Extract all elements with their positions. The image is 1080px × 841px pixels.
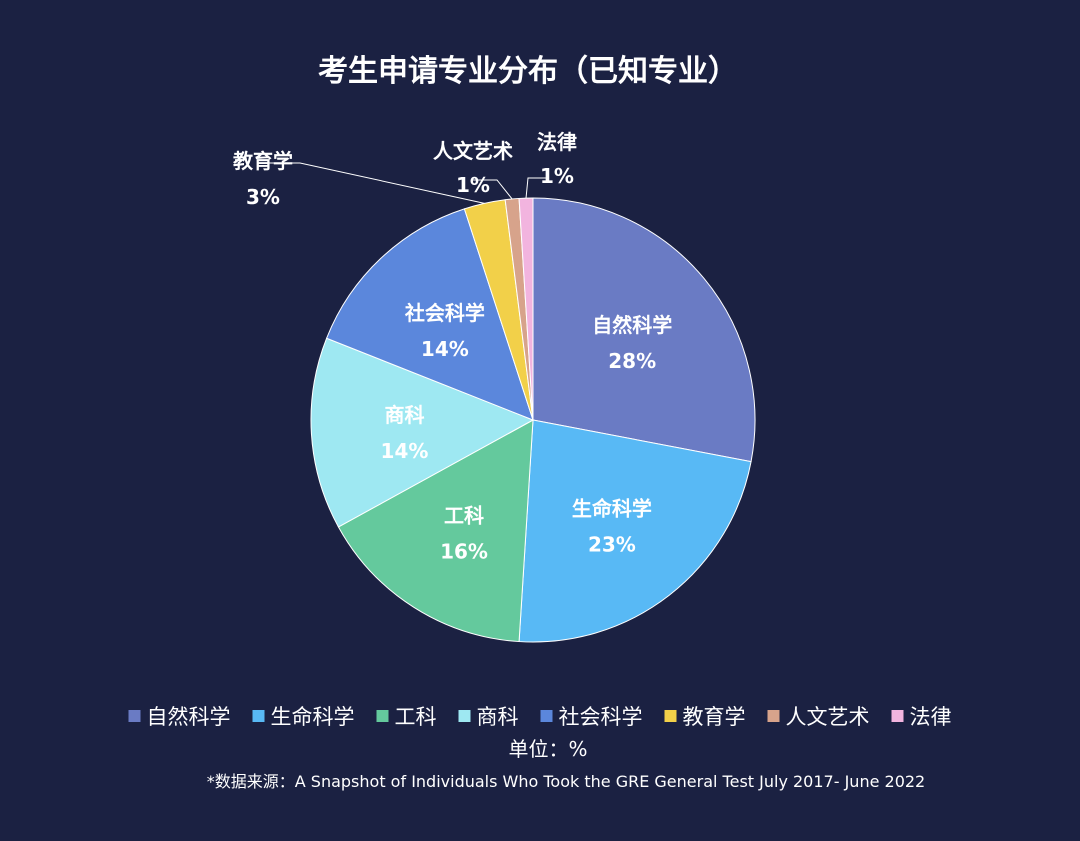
- source-note: *数据来源：A Snapshot of Individuals Who Took…: [207, 772, 925, 791]
- legend-label-7: 人文艺术: [786, 705, 870, 729]
- slice-8-value-label: 1%: [540, 164, 574, 188]
- slice-1-value-label: 28%: [608, 349, 656, 373]
- slice-4-category-label: 商科: [384, 403, 424, 427]
- slice-7-category-label: 人文艺术: [433, 139, 513, 163]
- legend-swatch-6: [664, 710, 677, 722]
- slice-2-category-label: 生命科学: [572, 497, 652, 521]
- slice-4-wedge: [310, 337, 535, 528]
- slice-1-wedge: [532, 197, 756, 463]
- legend-swatch-7: [767, 710, 780, 722]
- slice-8-category-label: 法律: [537, 130, 577, 154]
- legend-label-4: 商科: [477, 705, 519, 729]
- slice-3-value-label: 16%: [440, 540, 488, 564]
- legend-swatch-8: [891, 710, 904, 722]
- slice-2-value-label: 23%: [588, 533, 636, 557]
- legend-swatch-4: [458, 710, 471, 722]
- pie-slices: [310, 197, 756, 643]
- legend-label-2: 生命科学: [271, 705, 355, 729]
- leader-lines: [263, 162, 546, 204]
- slice-3-wedge: [337, 419, 534, 643]
- legend-label-5: 社会科学: [559, 705, 643, 729]
- slice-labels: 自然科学 28% 生命科学 23% 工科 16% 商科 14% 社会科学 14% 教育学 3% 人文艺术…: [233, 130, 672, 564]
- chart-title: 考生申请专业分布（已知专业）: [318, 54, 738, 89]
- slice-4-value-label: 14%: [381, 439, 429, 463]
- legend-label-8: 法律: [910, 705, 952, 729]
- slice-2-wedge: [518, 419, 752, 643]
- slice-7-value-label: 1%: [456, 173, 490, 197]
- legend-label-3: 工科: [395, 705, 437, 729]
- unit-label: 单位：%: [508, 737, 587, 761]
- legend-swatch-5: [540, 710, 553, 722]
- legend-label-6: 教育学: [683, 705, 746, 729]
- slice-6-value-label: 3%: [246, 185, 280, 209]
- slice-1-category-label: 自然科学: [592, 313, 672, 337]
- slice-3-category-label: 工科: [444, 504, 484, 528]
- slice-7-leader-line: [473, 179, 513, 200]
- legend-label-1: 自然科学: [147, 705, 231, 729]
- slice-8-leader-line: [525, 177, 546, 199]
- legend-swatch-2: [252, 710, 265, 722]
- slice-5-category-label: 社会科学: [404, 301, 485, 325]
- slice-6-leader-line: [263, 162, 485, 204]
- slice-6-category-label: 教育学: [233, 149, 293, 173]
- legend-swatch-1: [128, 710, 141, 722]
- legend-swatch-3: [376, 710, 389, 722]
- legend: 自然科学 生命科学 工科 商科 社会科学 教育学 人文艺术 法律: [128, 705, 952, 729]
- slice-5-value-label: 14%: [421, 337, 469, 361]
